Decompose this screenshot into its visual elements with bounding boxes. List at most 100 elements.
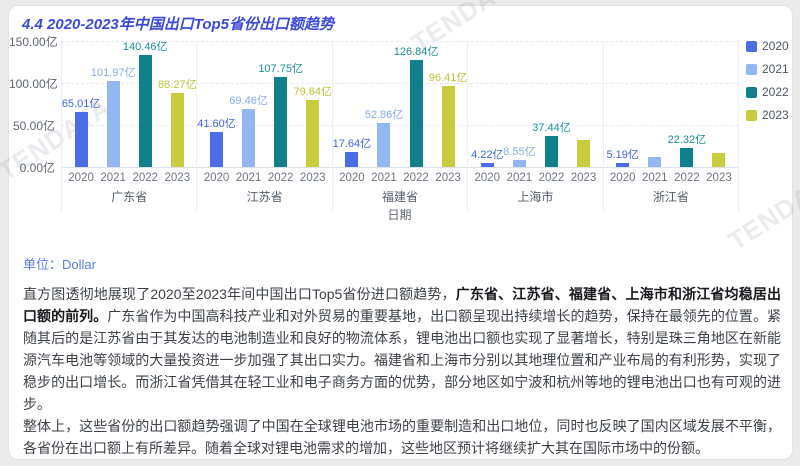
bar-value-label: 5.19亿 [606, 148, 639, 161]
years-row: 2020 2021 2022 2023 [604, 168, 738, 184]
bar-value-label: 79.64亿 [293, 86, 332, 99]
bar-2021-浙江省[interactable] [648, 157, 662, 167]
bar-2021-福建省[interactable] [377, 122, 391, 167]
unit-label: 单位：Dollar [23, 257, 96, 272]
bar-stack: 65.01亿 [62, 41, 100, 167]
bar-value-label: 88.27亿 [158, 78, 197, 91]
y-tick-label: 50.00亿 [12, 119, 55, 133]
bar-stack: 22.32亿 [668, 41, 706, 167]
bar-2023-广东省[interactable] [170, 92, 184, 167]
bar-2020-江苏省[interactable] [209, 132, 223, 167]
category-group-福建省: 17.64亿 52.86亿 126.84亿 96.41亿 2020 2021 2022 202… [333, 41, 469, 213]
bar-value-label: 140.46亿 [122, 41, 168, 53]
x-tick-year: 2023 [570, 172, 597, 184]
bar-stack: 79.64亿 [293, 41, 332, 167]
legend-label: 2021 [762, 62, 789, 76]
legend-swatch-icon [746, 109, 757, 121]
bar-stack: 8.55亿 [503, 41, 536, 167]
legend-item-2021[interactable]: 2021 [746, 62, 789, 76]
bar-value-label: 52.86亿 [364, 108, 404, 121]
bar-2022-江苏省[interactable] [274, 76, 288, 167]
bar-2020-福建省[interactable] [345, 152, 359, 167]
y-tick-label: 0.00亿 [19, 161, 55, 175]
bar-value-label: 126.84亿 [393, 46, 439, 59]
bar-value-label: 41.60亿 [197, 118, 236, 131]
legend-item-2022[interactable]: 2022 [746, 85, 789, 99]
chart-title: 4.4 2020-2023年中国出口Top5省份出口额趋势 [22, 16, 335, 33]
bar-2023-福建省[interactable] [441, 86, 455, 167]
years-row: 2020 2021 2022 2023 [62, 168, 196, 184]
legend-swatch-icon [746, 40, 757, 52]
bar-2021-广东省[interactable] [106, 81, 120, 167]
x-tick-category: 上海市 [517, 190, 554, 204]
bar-stack: 88.27亿 [158, 41, 197, 167]
category-group-浙江省: 5.19亿 22.32亿 2020 2021 2022 2023 浙江省 [603, 41, 740, 213]
legend-label: 2023 [762, 108, 789, 122]
x-tick-year: 2020 [68, 172, 94, 184]
x-tick-year: 2023 [706, 172, 732, 184]
y-tick-label: 100.00亿 [9, 77, 58, 91]
bar-2020-浙江省[interactable] [616, 162, 630, 167]
bar-2023-上海市[interactable] [577, 139, 591, 167]
x-tick-category: 福建省 [382, 190, 419, 204]
bars-row: 4.22亿 8.55亿 37.44亿 [468, 41, 603, 168]
bar-2023-江苏省[interactable] [306, 100, 320, 167]
category-group-江苏省: 41.60亿 69.46亿 107.75亿 79.64亿 2020 2021 2022 202… [197, 41, 333, 213]
x-tick-year: 2020 [474, 172, 501, 184]
x-tick-year: 2022 [538, 172, 565, 184]
bar-stack: 52.86亿 [365, 41, 403, 167]
legend-item-2020[interactable]: 2020 [746, 39, 789, 53]
bar-stack: 5.19亿 [606, 41, 639, 167]
bar-2021-江苏省[interactable] [242, 108, 256, 167]
x-tick-year: 2023 [164, 172, 191, 184]
bar-value-label: 17.64亿 [332, 138, 372, 151]
years-row: 2020 2021 2022 2023 [468, 168, 602, 184]
analysis-text: 直方图透彻地展现了2020至2023年间中国出口Top5省份进口额趋势，广东省、… [23, 283, 781, 459]
x-tick-year: 2023 [435, 172, 461, 184]
legend-label: 2020 [762, 39, 789, 53]
bar-value-label: 101.97亿 [90, 67, 136, 80]
bar-stack: 41.60亿 [197, 41, 236, 167]
gridlines [61, 41, 738, 167]
bar-2022-上海市[interactable] [544, 135, 558, 167]
legend-item-2023[interactable]: 2023 [746, 108, 789, 122]
chart-legend: 2020 2021 2022 2023 [746, 39, 789, 131]
bar-2022-广东省[interactable] [138, 55, 152, 167]
category-group-广东省: 65.01亿 101.97亿 140.46亿 88.27亿 2020 2021 2022 20… [62, 41, 198, 213]
x-tick-year: 2022 [674, 172, 700, 184]
bars-row: 17.64亿 52.86亿 126.84亿 96.41亿 [333, 41, 467, 168]
bar-stack [571, 41, 597, 167]
years-row: 2020 2021 2022 2023 [197, 168, 331, 184]
chart-plot: 65.01亿 101.97亿 140.46亿 88.27亿 2020 2021 2022 20… [61, 41, 740, 223]
gridline [61, 83, 738, 84]
x-axis-title: 日期 [387, 208, 412, 222]
bar-value-label: 107.75亿 [258, 62, 303, 75]
bar-stack: 17.64亿 [333, 41, 371, 167]
bars-row: 5.19亿 22.32亿 [603, 41, 739, 168]
bar-2020-广东省[interactable] [74, 112, 88, 167]
bar-2022-浙江省[interactable] [680, 148, 694, 167]
x-tick-year: 2021 [641, 172, 668, 184]
chart-plot-groups: 65.01亿 101.97亿 140.46亿 88.27亿 2020 2021 2022 20… [61, 41, 740, 213]
x-tick-year: 2020 [339, 172, 365, 184]
x-tick-category: 浙江省 [652, 190, 689, 204]
gridline [61, 41, 738, 42]
y-tick-label: 150.00亿 [9, 35, 58, 49]
bar-2022-福建省[interactable] [409, 60, 423, 167]
analysis-p1-intro: 直方图透彻地展现了2020至2023年间中国出口Top5省份进口额趋势， [23, 286, 456, 302]
bar-value-label: 65.01亿 [61, 98, 101, 111]
bar-value-label: 8.55亿 [503, 145, 536, 158]
legend-label: 2022 [762, 85, 789, 99]
x-tick-year: 2021 [235, 172, 262, 184]
bar-2023-浙江省[interactable] [712, 153, 726, 167]
legend-swatch-icon [746, 63, 757, 75]
bar-value-label: 4.22亿 [471, 149, 504, 162]
bar-2021-上海市[interactable] [512, 159, 526, 167]
analysis-p1-bold: 广东省、江苏省、福建省、上海市和浙江省均稳居出口额的前列。 [23, 286, 781, 324]
x-tick-category: 广东省 [111, 190, 148, 204]
bar-value-label: 96.41亿 [428, 72, 468, 85]
bar-2020-上海市[interactable] [480, 163, 494, 167]
x-tick-year: 2022 [403, 172, 429, 184]
x-tick-year: 2021 [371, 172, 397, 184]
bar-stack: 37.44亿 [532, 41, 571, 167]
